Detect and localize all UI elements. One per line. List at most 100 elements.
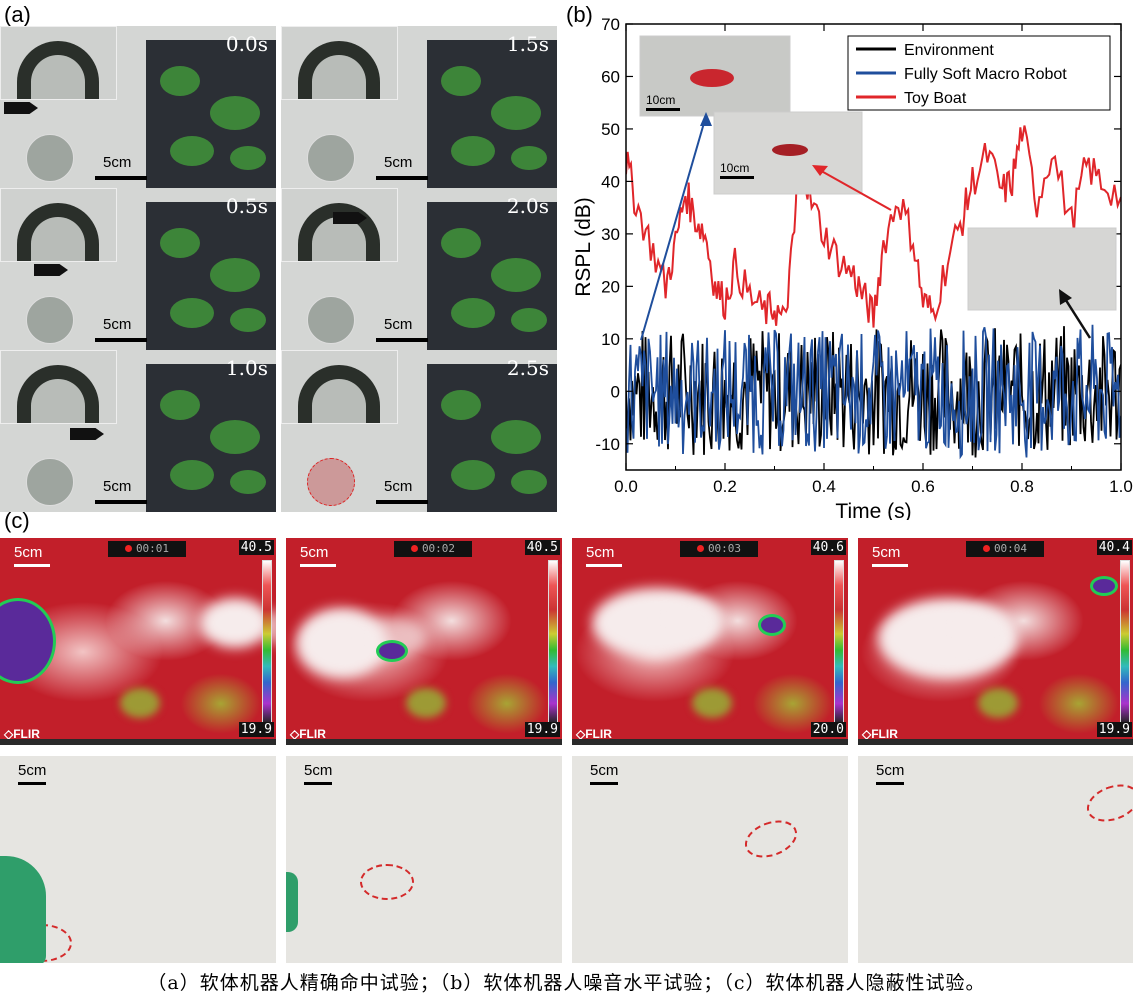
arrow-boat — [815, 167, 892, 211]
scale-label: 5cm — [18, 762, 47, 779]
toy-boat-photo-2 — [772, 144, 808, 156]
visible-photo: 5cm — [572, 756, 848, 963]
gloved-hand — [286, 872, 298, 932]
legend-label: Toy Boat — [904, 90, 967, 107]
series-line-3 — [626, 125, 1121, 328]
recording-timer: 00:03 — [680, 541, 758, 557]
rspl-chart: 0.0 0.2 0.4 0.6 0.8 1.0 -10 0 10 20 30 40 50 60 70 Time… — [572, 15, 1133, 520]
time-label: 0.5s — [225, 194, 268, 218]
scale-bar — [376, 338, 428, 342]
scale-label: 5cm — [14, 544, 43, 561]
time-label: 2.5s — [506, 356, 549, 380]
y-tick-label: 0 — [611, 382, 620, 401]
robot-boat — [4, 102, 38, 114]
y-tick-label: 60 — [601, 67, 620, 86]
visible-photo: 5cm — [858, 756, 1133, 963]
visible-photo: 5cm — [286, 756, 562, 963]
x-tick-label: 0.6 — [911, 477, 935, 496]
scale-bar — [872, 564, 908, 567]
flir-logo: ◇FLIR — [4, 727, 40, 741]
inset-scale-label: 10cm — [720, 161, 749, 175]
scale-label: 5cm — [103, 154, 132, 171]
scale-label: 5cm — [876, 762, 905, 779]
toy-boat-photo — [690, 69, 734, 87]
legend-label: Fully Soft Macro Robot — [904, 66, 1067, 83]
recording-timer: 00:04 — [966, 541, 1044, 557]
color-scale-bar — [262, 560, 272, 724]
time-label: 1.0s — [225, 356, 268, 380]
robot-location-marker — [1081, 777, 1133, 829]
visible-photo: 5cm — [0, 756, 276, 963]
scale-bar — [14, 564, 50, 567]
arrowhead-boat — [812, 165, 828, 176]
x-tick-label: 0.0 — [614, 477, 638, 496]
series-line-2 — [626, 324, 1121, 460]
scale-bar — [376, 500, 428, 504]
y-tick-label: 70 — [601, 15, 620, 34]
scale-label: 5cm — [103, 478, 132, 495]
temp-max: 40.5 — [238, 540, 274, 555]
panel-label-c: (c) — [4, 508, 30, 533]
scale-label: 5cm — [300, 544, 329, 561]
thermal-image: 5cm 00:01 40.5 19.9 ◇FLIR — [0, 538, 276, 745]
zoom-circle — [26, 134, 74, 182]
temp-max: 40.5 — [524, 540, 560, 555]
thermal-image: 5cm 00:04 40.4 19.9 ◇FLIR — [858, 538, 1133, 745]
zoom-circle — [307, 458, 355, 506]
scale-bar — [586, 564, 622, 567]
zoom-circle — [26, 458, 74, 506]
time-label: 1.5s — [506, 32, 549, 56]
scale-bar — [95, 338, 147, 342]
temp-min: 19.9 — [238, 722, 274, 737]
recording-timer: 00:01 — [108, 541, 186, 557]
y-tick-label: -10 — [595, 435, 620, 454]
color-scale-bar — [548, 560, 558, 724]
time-label: 2.0s — [506, 194, 549, 218]
robot-boat — [34, 264, 68, 276]
scale-bar — [95, 500, 147, 504]
thermal-image: 5cm 00:03 40.6 20.0 ◇FLIR — [572, 538, 848, 745]
scale-label: 5cm — [384, 316, 413, 333]
robot-thermal-signature — [1090, 576, 1118, 596]
scale-label: 5cm — [590, 762, 619, 779]
gloved-hand — [0, 856, 46, 963]
temp-max: 40.4 — [1096, 540, 1132, 555]
recording-timer: 00:02 — [394, 541, 472, 557]
photo-frame: 5cm 2.5s — [281, 350, 557, 512]
robot-location-marker — [360, 864, 414, 900]
inset-view — [0, 188, 117, 262]
y-axis-label: RSPL (dB) — [572, 197, 595, 297]
temp-min: 20.0 — [810, 722, 846, 737]
robot-boat — [333, 212, 367, 224]
arrowhead-robot — [700, 112, 712, 126]
inset-scale-label: 10cm — [646, 93, 675, 107]
scale-label: 5cm — [103, 316, 132, 333]
scale-label: 5cm — [304, 762, 333, 779]
y-tick-label: 20 — [601, 277, 620, 296]
scale-label: 5cm — [384, 478, 413, 495]
scale-bar — [95, 176, 147, 180]
x-tick-label: 0.8 — [1010, 477, 1034, 496]
arrowhead-environment — [1059, 289, 1072, 305]
x-tick-label: 0.4 — [812, 477, 836, 496]
series-line-1 — [626, 326, 1121, 458]
photo-frame: 5cm 1.5s — [281, 26, 557, 188]
figure-caption: （a）软体机器人精确命中试验；（b）软体机器人噪音水平试验；（c）软体机器人隐蔽… — [147, 972, 986, 994]
inset-photo — [967, 227, 1117, 311]
scale-bar — [18, 782, 46, 785]
robot-location-marker — [739, 813, 803, 865]
scale-bar — [876, 782, 904, 785]
inset-scale-bar — [720, 176, 754, 179]
photo-frame: 5cm 0.5s — [0, 188, 276, 350]
zoom-circle — [307, 296, 355, 344]
flir-logo: ◇FLIR — [576, 727, 612, 741]
temp-min: 19.9 — [524, 722, 560, 737]
robot-thermal-signature — [376, 640, 408, 662]
temp-max: 40.6 — [810, 540, 846, 555]
thermal-image: 5cm 00:02 40.5 19.9 ◇FLIR — [286, 538, 562, 745]
robot-thermal-signature — [0, 598, 56, 684]
y-tick-label: 30 — [601, 225, 620, 244]
photo-frame: 5cm 0.0s — [0, 26, 276, 188]
temp-min: 19.9 — [1096, 722, 1132, 737]
inset-view — [281, 188, 398, 262]
